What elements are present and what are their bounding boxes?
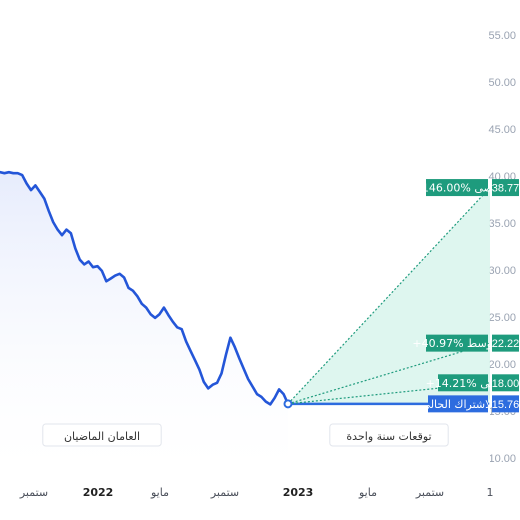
x-tick-label: 2023: [283, 486, 314, 499]
x-tick-label: 2022: [83, 486, 114, 499]
y-tick-label: 30.00: [488, 265, 516, 277]
forecast-max-tag-value-box: [492, 179, 519, 197]
forecast-min-tag-label-box: [438, 374, 488, 392]
y-tick-label: 10.00: [488, 453, 516, 465]
future-period-label: توقعات سنة واحدة: [329, 423, 449, 447]
y-tick-label: 25.00: [488, 312, 516, 324]
future-period-label-text: توقعات سنة واحدة: [346, 430, 431, 443]
x-tick-label: ستمبر: [415, 486, 444, 499]
forecast-avg-tag-value: 22.22: [492, 338, 520, 350]
y-tick-label: 35.00: [488, 218, 516, 230]
y-tick-label: 50.00: [488, 77, 516, 89]
forecast-line: [287, 187, 491, 405]
past-period-label-text: العامان الماضيان: [64, 430, 140, 443]
forecast-avg-tag-value-box: [492, 334, 519, 352]
x-tick-label: ستمبر: [210, 486, 239, 499]
forecast-line: [287, 342, 491, 405]
history-area-layer: [0, 172, 288, 470]
period-labels: العامان الماضيان توقعات سنة واحدة: [42, 423, 449, 447]
forecast-avg-tag-label: +40.97% متوسط: [412, 337, 501, 350]
history-line: [0, 170, 290, 406]
x-axis: ستمبر 2022 مايو ستمبر 2023 مايو ستمبر 1: [19, 486, 494, 499]
forecast-max-tag-label: +146.00% أقصى: [413, 181, 502, 195]
forecast-max-tag-value: 38.77: [492, 183, 520, 195]
future-period-label-box: [329, 423, 449, 447]
x-tick-label: مايو: [358, 486, 377, 499]
forecast-min-tag-value: 18.00: [492, 378, 520, 390]
forecast-min-tag-value-box: [492, 374, 519, 392]
current-value-tag-label: الاشتراك الحالي: [422, 398, 495, 411]
forecast-avg-tag-label-box: [426, 334, 488, 352]
x-tick-label: مايو: [150, 486, 169, 499]
y-tick-label: 45.00: [488, 124, 516, 136]
forecast-min-tag-label: +14.21% أدنى: [426, 376, 501, 390]
y-tick-label: 20.00: [488, 359, 516, 371]
history-line-layer: [0, 170, 293, 409]
forecast-max-tag-label-box: [426, 179, 488, 197]
x-tick-label: 1: [487, 486, 494, 499]
history-area: [0, 172, 288, 470]
x-tick-label: ستمبر: [19, 486, 48, 499]
past-period-label: العامان الماضيان: [42, 423, 162, 447]
current-value-tag-label-box: [428, 395, 488, 413]
current-value-tag-value: 15.76: [492, 399, 520, 411]
past-period-label-box: [42, 423, 162, 447]
y-tick-label: 55.00: [488, 30, 516, 42]
current-value-tag-value-box: [492, 395, 519, 413]
current-point: [283, 399, 293, 409]
